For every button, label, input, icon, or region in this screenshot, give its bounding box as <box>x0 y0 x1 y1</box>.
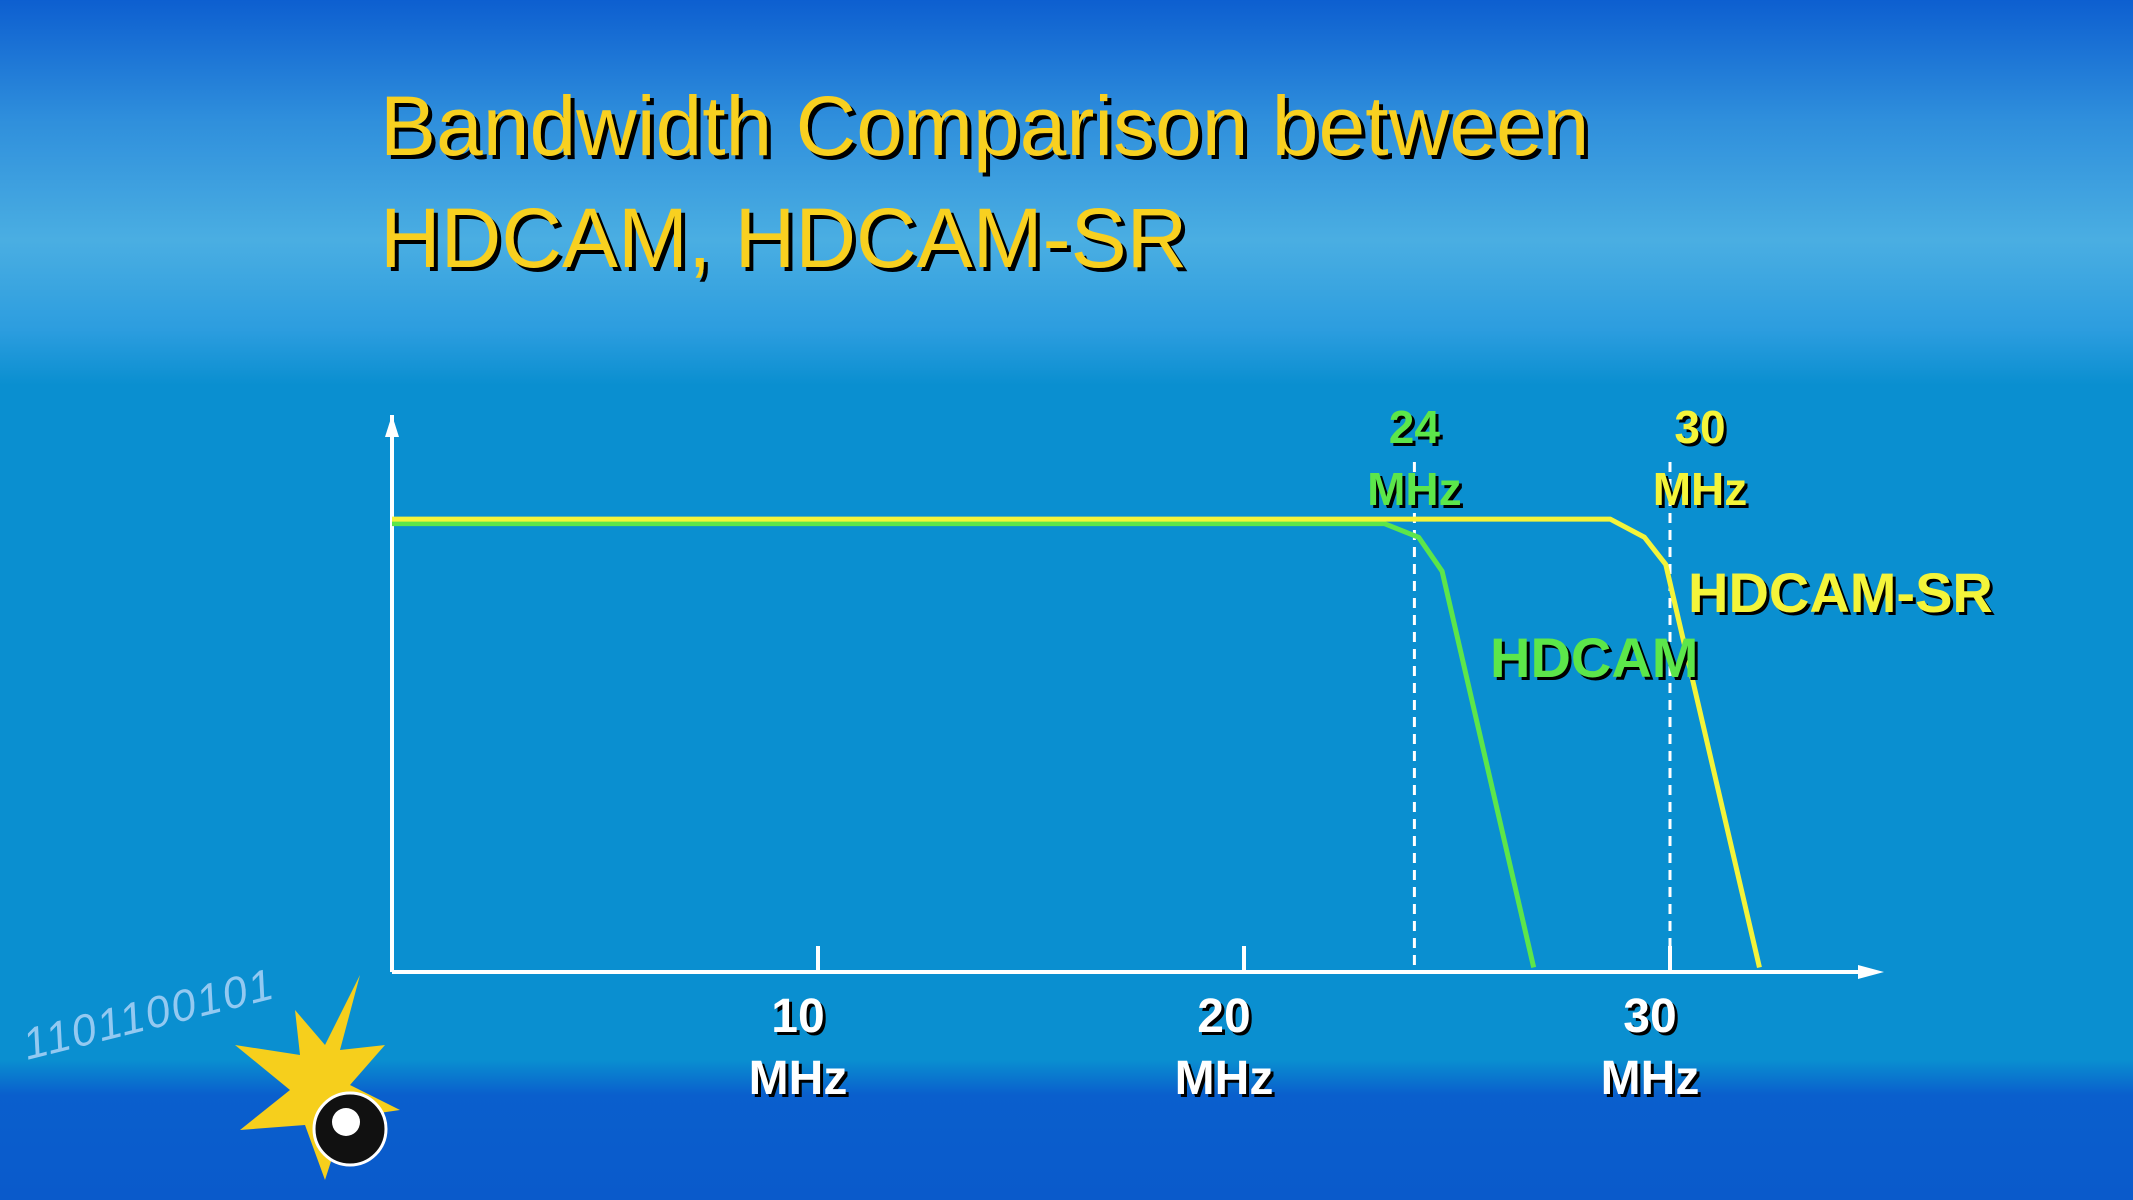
x-tick-label: 20 MHz <box>1174 990 1274 1105</box>
slide-title: Bandwidth Comparison between HDCAM, HDCA… <box>380 79 1590 285</box>
x-axis-arrow <box>1858 965 1884 979</box>
x-tick-label: 10 MHz <box>748 990 848 1105</box>
logo-star <box>235 975 400 1180</box>
logo-head <box>332 1108 360 1136</box>
series-line <box>392 521 1537 969</box>
series-label: HDCAM <box>1490 626 1699 689</box>
marker-label: 30 MHz <box>1652 401 1748 515</box>
series-label: HDCAM-SR <box>1688 561 1993 624</box>
x-tick-label: 30 MHz <box>1600 990 1700 1105</box>
series-line <box>392 516 1762 969</box>
y-axis-arrow <box>385 415 399 437</box>
marker-label: 24 MHz <box>1367 401 1462 515</box>
